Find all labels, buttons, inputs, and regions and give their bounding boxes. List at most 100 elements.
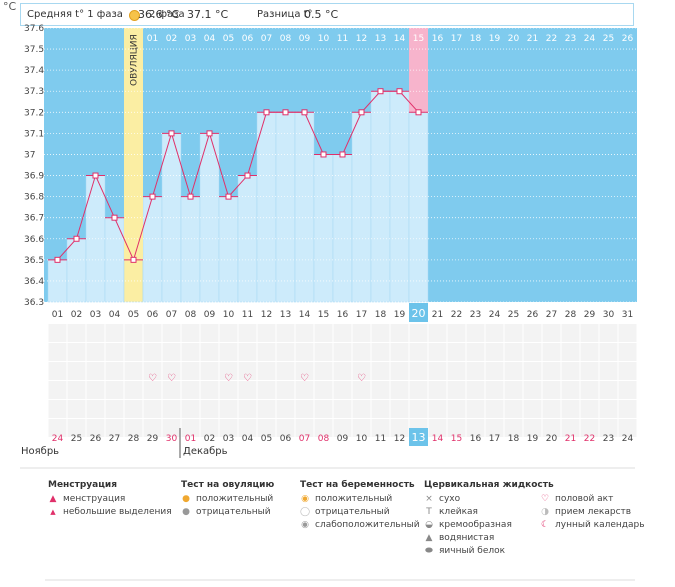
temperature-bar <box>332 154 353 303</box>
calendar-date: 01 <box>185 434 196 444</box>
phase1-label: Средняя t° 1 фаза <box>27 9 123 20</box>
calendar-date: 25 <box>71 434 82 444</box>
grid-cell <box>447 343 466 361</box>
grid-cell <box>162 324 181 342</box>
cycle-day: 17 <box>356 310 367 320</box>
grid-cell <box>485 400 504 418</box>
grid-cell <box>124 324 143 342</box>
calendar-date: 21 <box>565 434 576 444</box>
grid-cell <box>409 381 428 399</box>
test-negative-icon: ◯ <box>300 507 311 517</box>
grid-cell <box>371 324 390 342</box>
legend-pregnancy-title: Тест на беременность <box>300 480 415 490</box>
calendar-date: 23 <box>603 434 614 444</box>
post-ovulation-day: 07 <box>261 34 272 44</box>
calendar-date: 09 <box>337 434 349 444</box>
grid-cell <box>276 362 295 380</box>
grid-cell <box>143 419 162 437</box>
grid-cell <box>466 324 485 342</box>
post-ovulation-day: 17 <box>451 34 462 44</box>
temperature-bar <box>351 112 372 303</box>
grid-cell <box>124 343 143 361</box>
grid-cell <box>580 381 599 399</box>
grid-cell <box>504 362 523 380</box>
y-tick-label: 36.7 <box>24 214 44 224</box>
calendar-date: 12 <box>394 434 405 444</box>
grid-cell <box>219 362 238 380</box>
grid-cell <box>333 419 352 437</box>
grid-cell <box>67 381 86 399</box>
y-tick-label: 37.2 <box>24 108 44 118</box>
grid-cell <box>466 362 485 380</box>
grid-cell <box>86 381 105 399</box>
grid-cell <box>162 381 181 399</box>
calendar-date: 16 <box>470 434 482 444</box>
phase1-value: 36.6 °C <box>138 8 180 21</box>
temperature-bar <box>313 154 334 303</box>
grid-cell <box>200 400 219 418</box>
grid-cell <box>618 400 637 418</box>
cycle-day: 15 <box>318 310 329 320</box>
phase2-label: 2 фаза <box>149 9 185 20</box>
grid-cell <box>599 324 618 342</box>
grid-cell <box>447 400 466 418</box>
month-label-second: Декабрь <box>183 446 228 457</box>
heart-icon: ♡ <box>540 494 550 504</box>
grid-cell <box>181 324 200 342</box>
cycle-day: 13 <box>280 310 291 320</box>
cycle-day: 09 <box>204 310 216 320</box>
post-ovulation-day: 12 <box>356 34 367 44</box>
sun-icon: ● <box>182 494 190 504</box>
temperature-point <box>206 130 213 137</box>
grid-cell <box>523 343 542 361</box>
grid-cell <box>599 362 618 380</box>
cycle-day: 20 <box>412 307 426 320</box>
grid-cell <box>409 343 428 361</box>
grid-cell <box>523 419 542 437</box>
grid-cell <box>618 419 637 437</box>
cross-icon: × <box>425 494 433 504</box>
cycle-day: 08 <box>185 310 197 320</box>
grid-cell <box>447 419 466 437</box>
grid-cell <box>523 324 542 342</box>
post-ovulation-day: 11 <box>337 34 348 44</box>
y-tick-label: 36.8 <box>24 193 44 203</box>
grid-cell <box>561 381 580 399</box>
grid-cell <box>599 400 618 418</box>
cycle-day: 03 <box>90 310 101 320</box>
grid-cell <box>428 362 447 380</box>
legend-item: ▲ водянистая <box>425 533 495 543</box>
grid-cell <box>599 343 618 361</box>
y-tick-label: 36.9 <box>24 172 44 182</box>
temperature-point <box>282 109 289 116</box>
temperature-bar <box>180 196 201 303</box>
calendar-date: 05 <box>261 434 272 444</box>
temperature-point <box>377 88 384 95</box>
grid-cell <box>542 362 561 380</box>
highlight-header <box>409 28 428 46</box>
grid-cell <box>390 419 409 437</box>
temperature-bar <box>275 112 296 303</box>
grid-cell <box>105 419 124 437</box>
grid-cell <box>561 362 580 380</box>
grid-cell <box>542 324 561 342</box>
grid-cell <box>485 324 504 342</box>
legend-item: ◑ прием лекарств <box>541 507 632 517</box>
heart-icon: ♡ <box>357 373 366 384</box>
grid-cell <box>466 381 485 399</box>
grid-cell <box>295 324 314 342</box>
diff-label: Разница t° <box>257 9 313 20</box>
grid-cell <box>276 419 295 437</box>
grid-cell <box>618 324 637 342</box>
calendar-date: 29 <box>147 434 159 444</box>
grid-cell <box>390 400 409 418</box>
calendar-date: 06 <box>280 434 292 444</box>
temperature-point <box>415 109 422 116</box>
grid-cell <box>542 400 561 418</box>
cycle-day: 23 <box>470 310 481 320</box>
grid-cell <box>504 324 523 342</box>
grid-cell <box>371 381 390 399</box>
grid-cell <box>466 343 485 361</box>
cycle-day: 06 <box>147 310 159 320</box>
post-ovulation-day: 04 <box>204 34 216 44</box>
